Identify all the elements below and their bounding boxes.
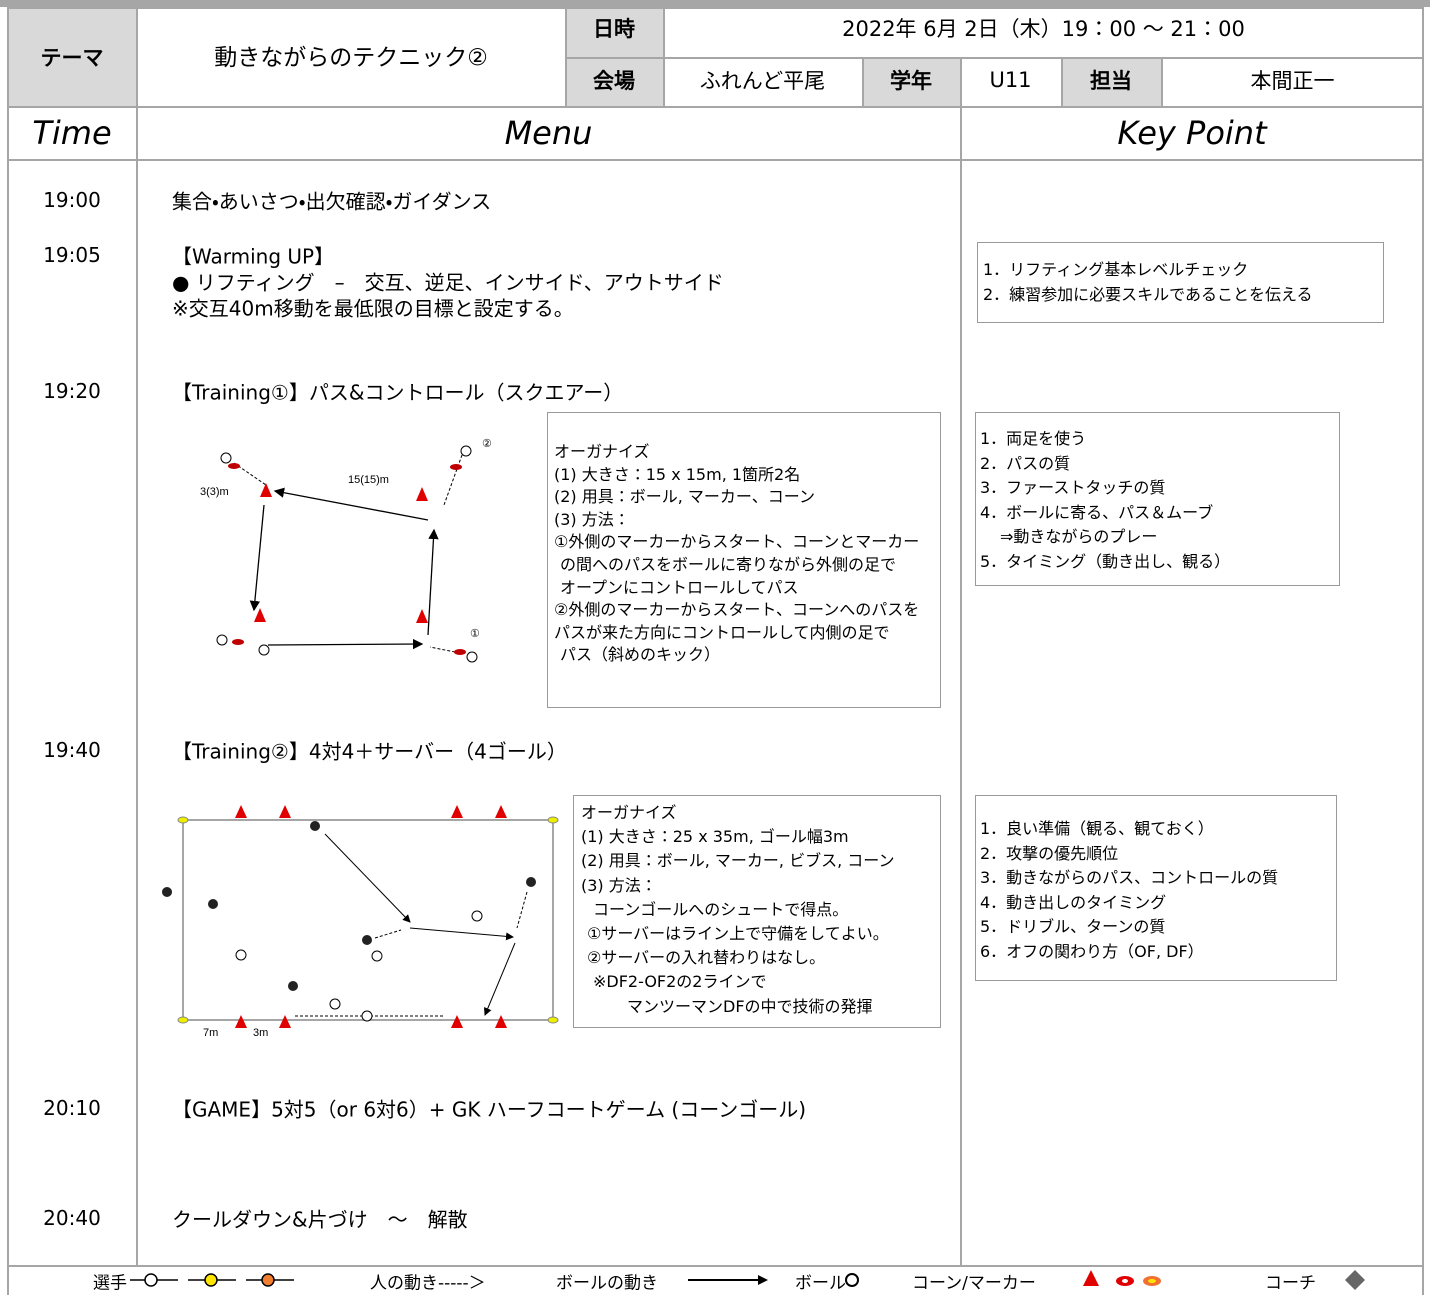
- date-label: 日時: [593, 17, 635, 41]
- organize-line: ※DF2-OF2の2ラインで: [593, 972, 767, 992]
- key-point: 1．リフティング基本レベルチェック: [983, 260, 1249, 279]
- organize-line: ①サーバーはライン上で守備をしてよい。: [587, 924, 889, 943]
- key-point: 1．両足を使う: [980, 429, 1087, 448]
- menu-line: ● リフティング – 交互、逆足、インサイド、アウトサイド: [172, 270, 724, 295]
- time: 19:00: [43, 188, 101, 212]
- venue: ふれんど平尾: [699, 69, 826, 93]
- legend-label: コーン/マーカー: [912, 1273, 1036, 1294]
- time: 19:20: [43, 379, 101, 403]
- diagram-label: ①: [470, 628, 480, 640]
- legend-symbols: [130, 1270, 1365, 1290]
- menu-line: クールダウン&片づけ ～ 解散: [172, 1207, 468, 1232]
- organize-line: (2) 用具：ボール, マーカー, ビブス, コーン: [581, 851, 895, 871]
- time: 20:40: [43, 1206, 101, 1230]
- organize-line: オーガナイズ: [554, 442, 650, 461]
- venue-label: 会場: [593, 69, 635, 93]
- column-header: Time: [32, 114, 112, 152]
- theme-label: テーマ: [40, 46, 104, 70]
- cell: [565, 57, 665, 108]
- legend-row: [7, 1265, 1424, 1295]
- diagram-label: 7m: [203, 1027, 218, 1039]
- grade: U11: [989, 68, 1032, 92]
- date: 2022年 6月 2日（木）19：00 ～ 21：00: [842, 17, 1245, 41]
- organize-line: マンツーマンDFの中で技術の発揮: [627, 996, 873, 1016]
- menu-line: 【Training①】パス&コントロール（スクエアー）: [172, 380, 624, 405]
- cell: [565, 7, 665, 59]
- legend-label: 選手: [93, 1273, 127, 1294]
- menu-line: 【GAME】5対5（or 6対6）+ GK ハーフコートゲーム (コーンゴール): [172, 1097, 807, 1122]
- organize-line: オープンにコントロールしてパス: [560, 577, 799, 597]
- key-point: 3．ファーストタッチの質: [980, 478, 1166, 497]
- key-point: 6．オフの関わり方（OF, DF）: [980, 941, 1204, 961]
- diagram-square: 3(3)m 15(15)m ② ①: [200, 438, 492, 663]
- legend-label: ボールの動き: [556, 1273, 658, 1294]
- diagram-label: 3m: [253, 1027, 268, 1039]
- menu-line: 【Training②】4対4＋サーバー（4ゴール）: [172, 739, 567, 764]
- organize-line: パスが来た方向にコントロールして内側の足で: [554, 622, 890, 642]
- theme: 動きながらのテクニック②: [214, 45, 488, 71]
- column-header: Key Point: [1117, 114, 1267, 152]
- organize-line: (3) 方法：: [554, 509, 630, 529]
- time: 19:05: [43, 243, 101, 267]
- key-point: 5．タイミング（動き出し、観る）: [980, 551, 1231, 571]
- key-point: 2．練習参加に必要スキルであることを伝える: [983, 284, 1313, 304]
- legend-label: コーチ: [1265, 1273, 1316, 1294]
- key-point: 1．良い準備（観る、観ておく）: [980, 819, 1214, 838]
- diagram-label: ②: [482, 438, 492, 450]
- organize-line: ②サーバーの入れ替わりはなし。: [587, 948, 826, 968]
- cell: [862, 57, 962, 108]
- organize-box: [547, 412, 941, 708]
- organize-line: (3) 方法：: [581, 875, 657, 895]
- time: 19:40: [43, 738, 101, 762]
- diagram-label: 3(3)m: [200, 486, 229, 498]
- coach: 本間正一: [1250, 69, 1335, 93]
- key-point-box: [975, 795, 1337, 981]
- menu-line: 集合・あいさつ・出欠確認・ガイダンス: [172, 189, 492, 214]
- key-point: 2．攻撃の優先順位: [980, 843, 1119, 863]
- organize-box: [573, 795, 941, 1028]
- organize-line: ②外側のマーカーからスタート、コーンへのパスを: [554, 600, 920, 620]
- key-point: 4．ボールに寄る、パス＆ムーブ: [980, 502, 1214, 522]
- key-point: 4．動き出しのタイミング: [980, 892, 1167, 912]
- diagram-field: 7m 3m: [162, 805, 559, 1039]
- organize-line: (2) 用具：ボール, マーカー、コーン: [554, 487, 815, 507]
- top-strip: [0, 0, 1430, 7]
- organize-line: ①外側のマーカーからスタート、コーンとマーカー: [554, 532, 920, 552]
- key-point-box: [975, 412, 1340, 586]
- grade-label: 学年: [890, 69, 932, 93]
- organize-line: の間へのパスをボールに寄りながら外側の足で: [560, 555, 897, 574]
- menu-line: ※交互40m移動を最低限の目標と設定する。: [172, 296, 574, 321]
- time: 20:10: [43, 1096, 101, 1120]
- coach-label: 担当: [1090, 69, 1132, 93]
- key-point-box: [977, 242, 1384, 323]
- cell: [960, 159, 1424, 1267]
- organize-line: コーンゴールへのシュートで得点。: [593, 899, 849, 919]
- organize-line: パス（斜めのキック）: [560, 645, 721, 665]
- legend-label: 人の動き-----＞: [370, 1273, 486, 1294]
- legend-label: ボール: [795, 1273, 846, 1294]
- cell: [7, 7, 138, 108]
- key-point: 5．ドリブル、ターンの質: [980, 917, 1166, 936]
- key-point: 2．パスの質: [980, 453, 1071, 473]
- key-point: 3．動きながらのパス、コントロールの質: [980, 868, 1279, 887]
- organize-line: オーガナイズ: [581, 803, 677, 822]
- diagram-label: 15(15)m: [348, 474, 389, 486]
- menu-line: 【Warming UP】: [172, 244, 335, 269]
- organize-line: (1) 大きさ：25 x 35m, ゴール幅3m: [581, 827, 849, 847]
- key-point: ⇒動きながらのプレー: [1000, 527, 1158, 546]
- column-header: Menu: [504, 114, 593, 152]
- organize-line: (1) 大きさ：15 x 15m, 1箇所2名: [554, 464, 801, 484]
